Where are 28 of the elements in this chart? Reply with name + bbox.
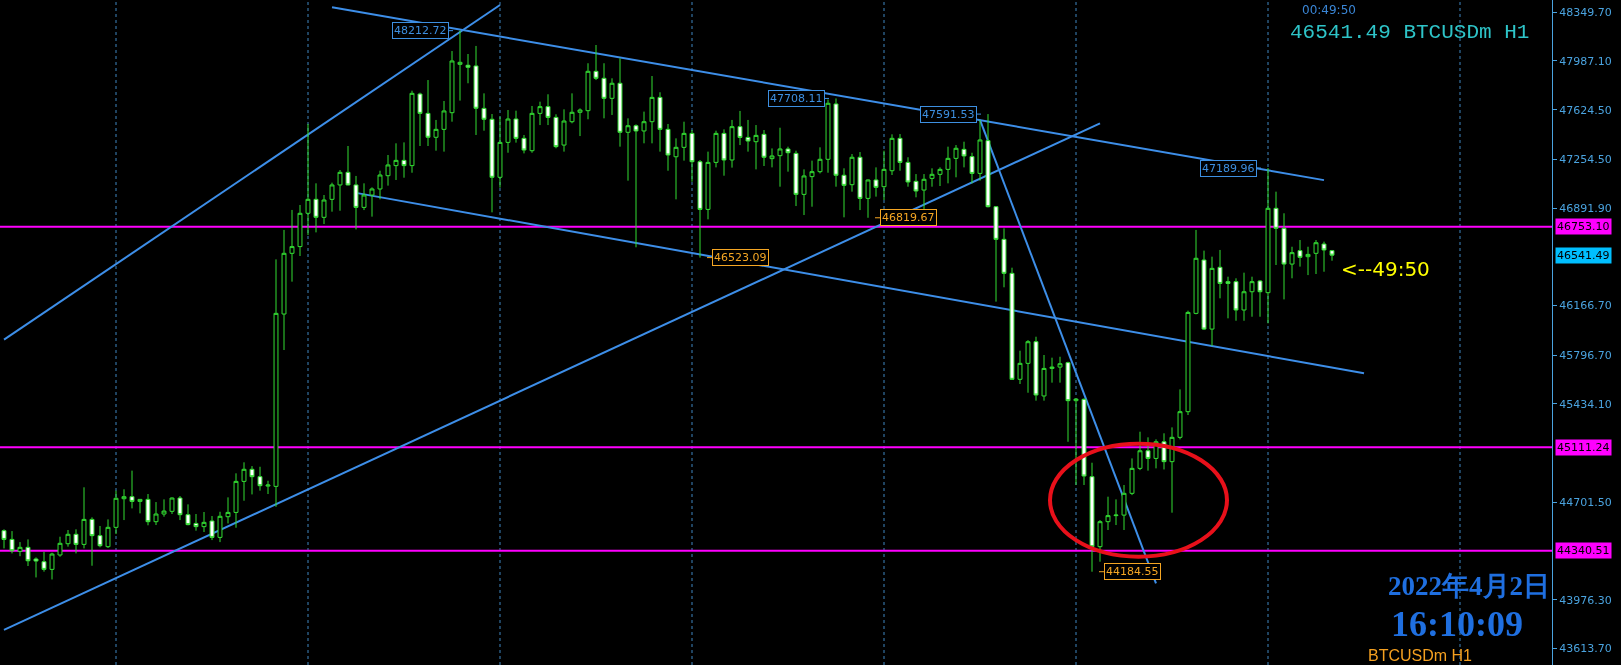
text: 48212.72 bbox=[394, 24, 447, 37]
annotation: <--49:50 bbox=[1341, 257, 1430, 281]
y-tick-label: 47987.10 bbox=[1559, 54, 1612, 68]
annotation: 46541.49 BTCUSDm H1 bbox=[1290, 21, 1530, 44]
text: 46541.49 bbox=[1557, 249, 1610, 262]
y-tick-label: 45796.70 bbox=[1559, 349, 1612, 363]
text: 47708.11 bbox=[770, 92, 823, 105]
text: 47189.96 bbox=[1202, 162, 1255, 175]
annotation: BTCUSDm H1 bbox=[1368, 647, 1473, 664]
annotation: 2022年4月2日 bbox=[1388, 571, 1550, 601]
y-tick-label: 46166.70 bbox=[1559, 299, 1612, 313]
y-tick-label: 43976.30 bbox=[1559, 593, 1612, 607]
annotation: 16:10:09 bbox=[1391, 604, 1523, 644]
text: 46523.09 bbox=[714, 251, 767, 264]
annotation: 00:49:50 bbox=[1302, 3, 1356, 17]
text: 44184.55 bbox=[1106, 565, 1159, 578]
y-tick-label: 47254.50 bbox=[1559, 153, 1612, 167]
y-tick-label: 48349.70 bbox=[1559, 6, 1612, 20]
y-tick-label: 44701.50 bbox=[1559, 496, 1612, 510]
ref-line-label: 44340.51 bbox=[1557, 544, 1610, 557]
y-tick-label: 45434.10 bbox=[1559, 397, 1612, 411]
ref-line-label: 45111.24 bbox=[1557, 441, 1610, 454]
text: 46819.67 bbox=[882, 211, 935, 224]
y-tick-label: 46891.90 bbox=[1559, 201, 1612, 215]
text: 47591.53 bbox=[922, 108, 975, 121]
y-tick-label: 47624.50 bbox=[1559, 103, 1612, 117]
y-tick-label: 43613.70 bbox=[1559, 642, 1612, 656]
ref-line-label: 46753.10 bbox=[1557, 220, 1610, 233]
